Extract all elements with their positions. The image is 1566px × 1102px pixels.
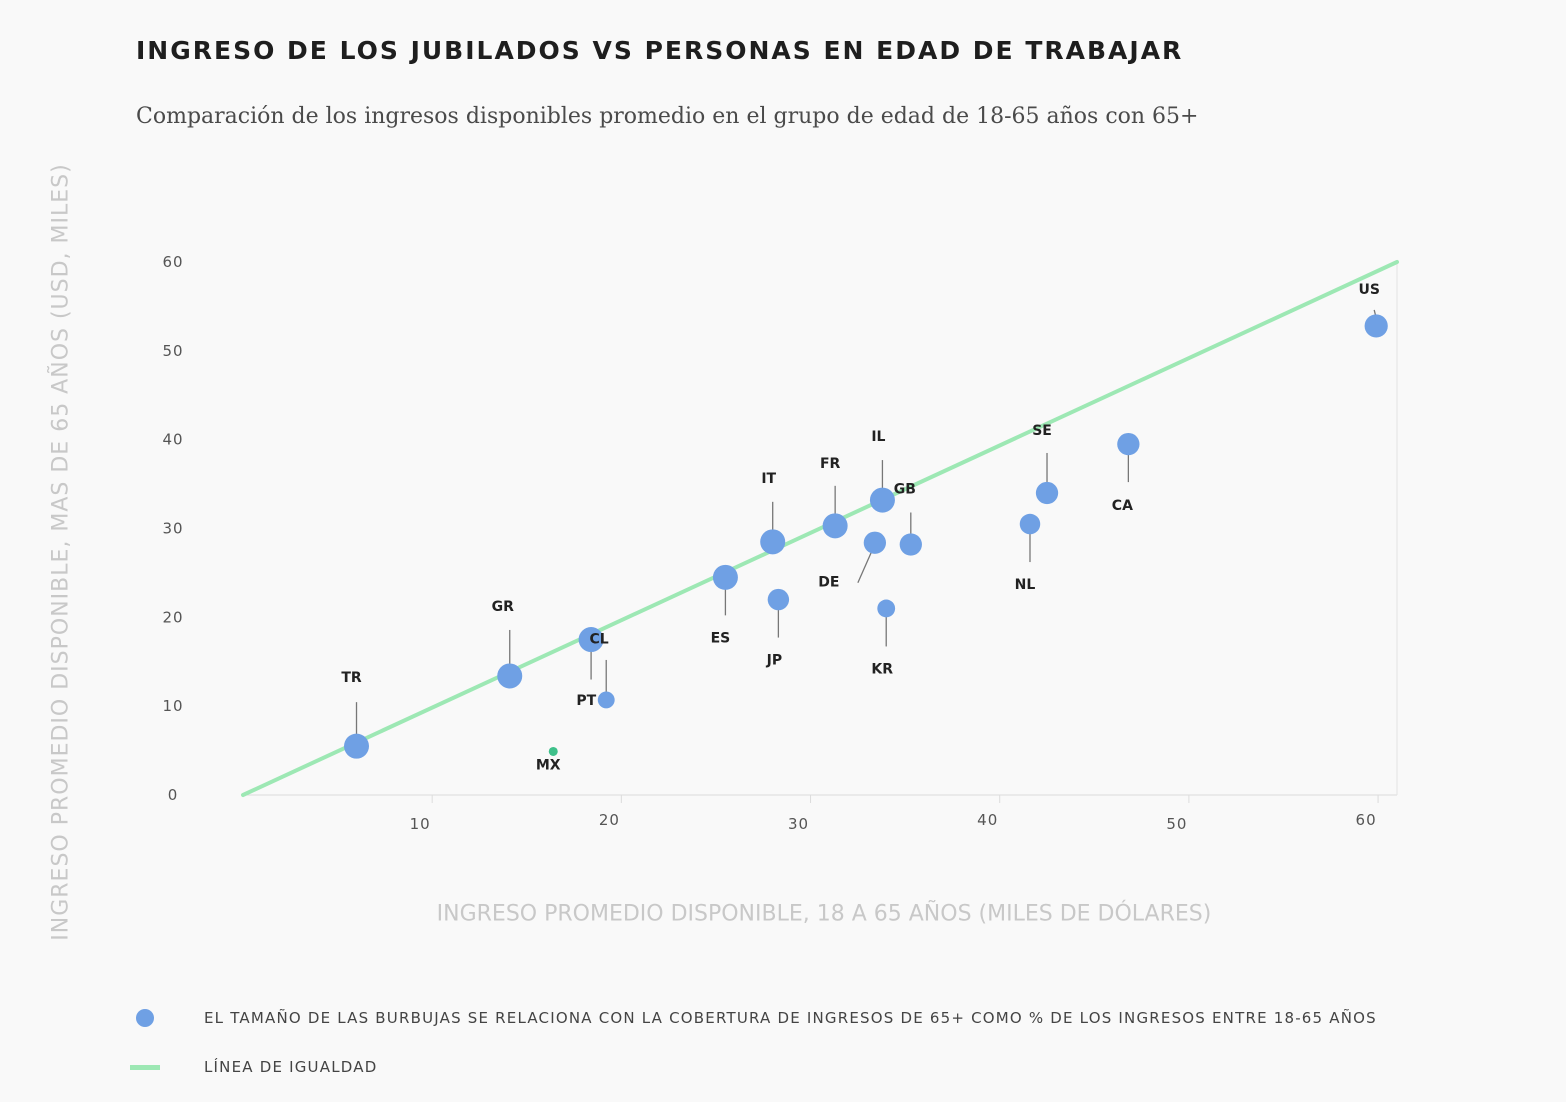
x-tick-label: 60 xyxy=(1356,811,1377,829)
y-tick-label: 10 xyxy=(162,697,183,715)
bubbles xyxy=(344,314,1388,759)
x-tick-label: 10 xyxy=(410,815,431,833)
point-label-mx: MX xyxy=(536,757,561,773)
point-label-jp: JP xyxy=(766,653,782,669)
point-label-se: SE xyxy=(1032,423,1052,439)
bubble-se xyxy=(1035,481,1059,505)
point-label-pt: PT xyxy=(576,693,596,709)
x-tick-label: 30 xyxy=(788,815,809,833)
point-label-us: US xyxy=(1358,282,1379,298)
bubble-jp xyxy=(767,588,790,611)
chart-title: INGRESO DE LOS JUBILADOS VS PERSONAS EN … xyxy=(136,36,1184,65)
point-label-gr: GR xyxy=(492,599,514,615)
point-label-cl: CL xyxy=(589,632,608,648)
y-tick-label: 30 xyxy=(162,520,183,538)
equality-line xyxy=(241,260,1399,797)
point-label-es: ES xyxy=(711,630,731,646)
legend-bubble-icon xyxy=(136,1009,154,1027)
x-tick-label: 20 xyxy=(599,811,620,829)
bubble-pt xyxy=(597,691,615,709)
leader-line-de xyxy=(857,548,874,583)
point-label-de: DE xyxy=(818,575,839,591)
y-tick-label: 20 xyxy=(162,608,183,626)
bubble-us xyxy=(1364,314,1388,338)
y-tick-label: 60 xyxy=(162,253,183,271)
bubble-de xyxy=(863,531,887,554)
point-label-tr: TR xyxy=(341,670,362,686)
y-tick-label: 0 xyxy=(168,786,179,804)
bubble-nl xyxy=(1019,513,1041,535)
tick-labels: 10 20 30 40 50 60 0 10 20 30 40 50 60 xyxy=(162,253,1377,833)
bubble-gr xyxy=(497,663,523,689)
equality-line-group xyxy=(241,260,1399,797)
bubble-cl xyxy=(578,627,604,653)
x-axis-label: INGRESO PROMEDIO DISPONIBLE, 18 A 65 AÑO… xyxy=(436,901,1212,927)
legend-line-row: LÍNEA DE IGUALDAD xyxy=(128,1055,376,1079)
point-labels: TR GR MX CL PT ES IT JP FR DE IL KR GB NL SE CA US xyxy=(341,282,1380,774)
label-leaders xyxy=(355,309,1377,737)
bubble-kr xyxy=(877,599,896,618)
bubble-tr xyxy=(344,733,370,759)
bubble-es xyxy=(712,564,738,590)
point-label-il: IL xyxy=(871,429,885,445)
point-label-fr: FR xyxy=(820,456,841,472)
legend-bubble-row: EL TAMAÑO DE LAS BURBUJAS SE RELACIONA C… xyxy=(128,1006,1376,1030)
chart-subtitle: Comparación de los ingresos disponibles … xyxy=(136,104,1199,129)
bubble-mx xyxy=(548,746,558,756)
y-tick-label: 50 xyxy=(162,342,183,360)
legend-line-text: LÍNEA DE IGUALDAD xyxy=(204,1058,378,1076)
point-label-ca: CA xyxy=(1112,498,1133,514)
point-label-kr: KR xyxy=(871,661,893,677)
x-tick-label: 40 xyxy=(977,811,998,829)
legend-line-icon xyxy=(130,1064,160,1070)
bubble-it xyxy=(760,529,786,555)
point-label-gb: GB xyxy=(894,481,916,497)
bubble-gb xyxy=(899,533,922,556)
bubble-fr xyxy=(822,513,848,539)
bubble-il xyxy=(869,487,895,513)
point-label-it: IT xyxy=(761,471,776,487)
y-tick-label: 40 xyxy=(162,431,183,449)
chart-axes xyxy=(243,262,1398,803)
x-tick-label: 50 xyxy=(1166,815,1187,833)
legend-bubble-text: EL TAMAÑO DE LAS BURBUJAS SE RELACIONA C… xyxy=(204,1009,1377,1027)
bubble-ca xyxy=(1117,432,1140,456)
point-label-nl: NL xyxy=(1015,577,1036,593)
